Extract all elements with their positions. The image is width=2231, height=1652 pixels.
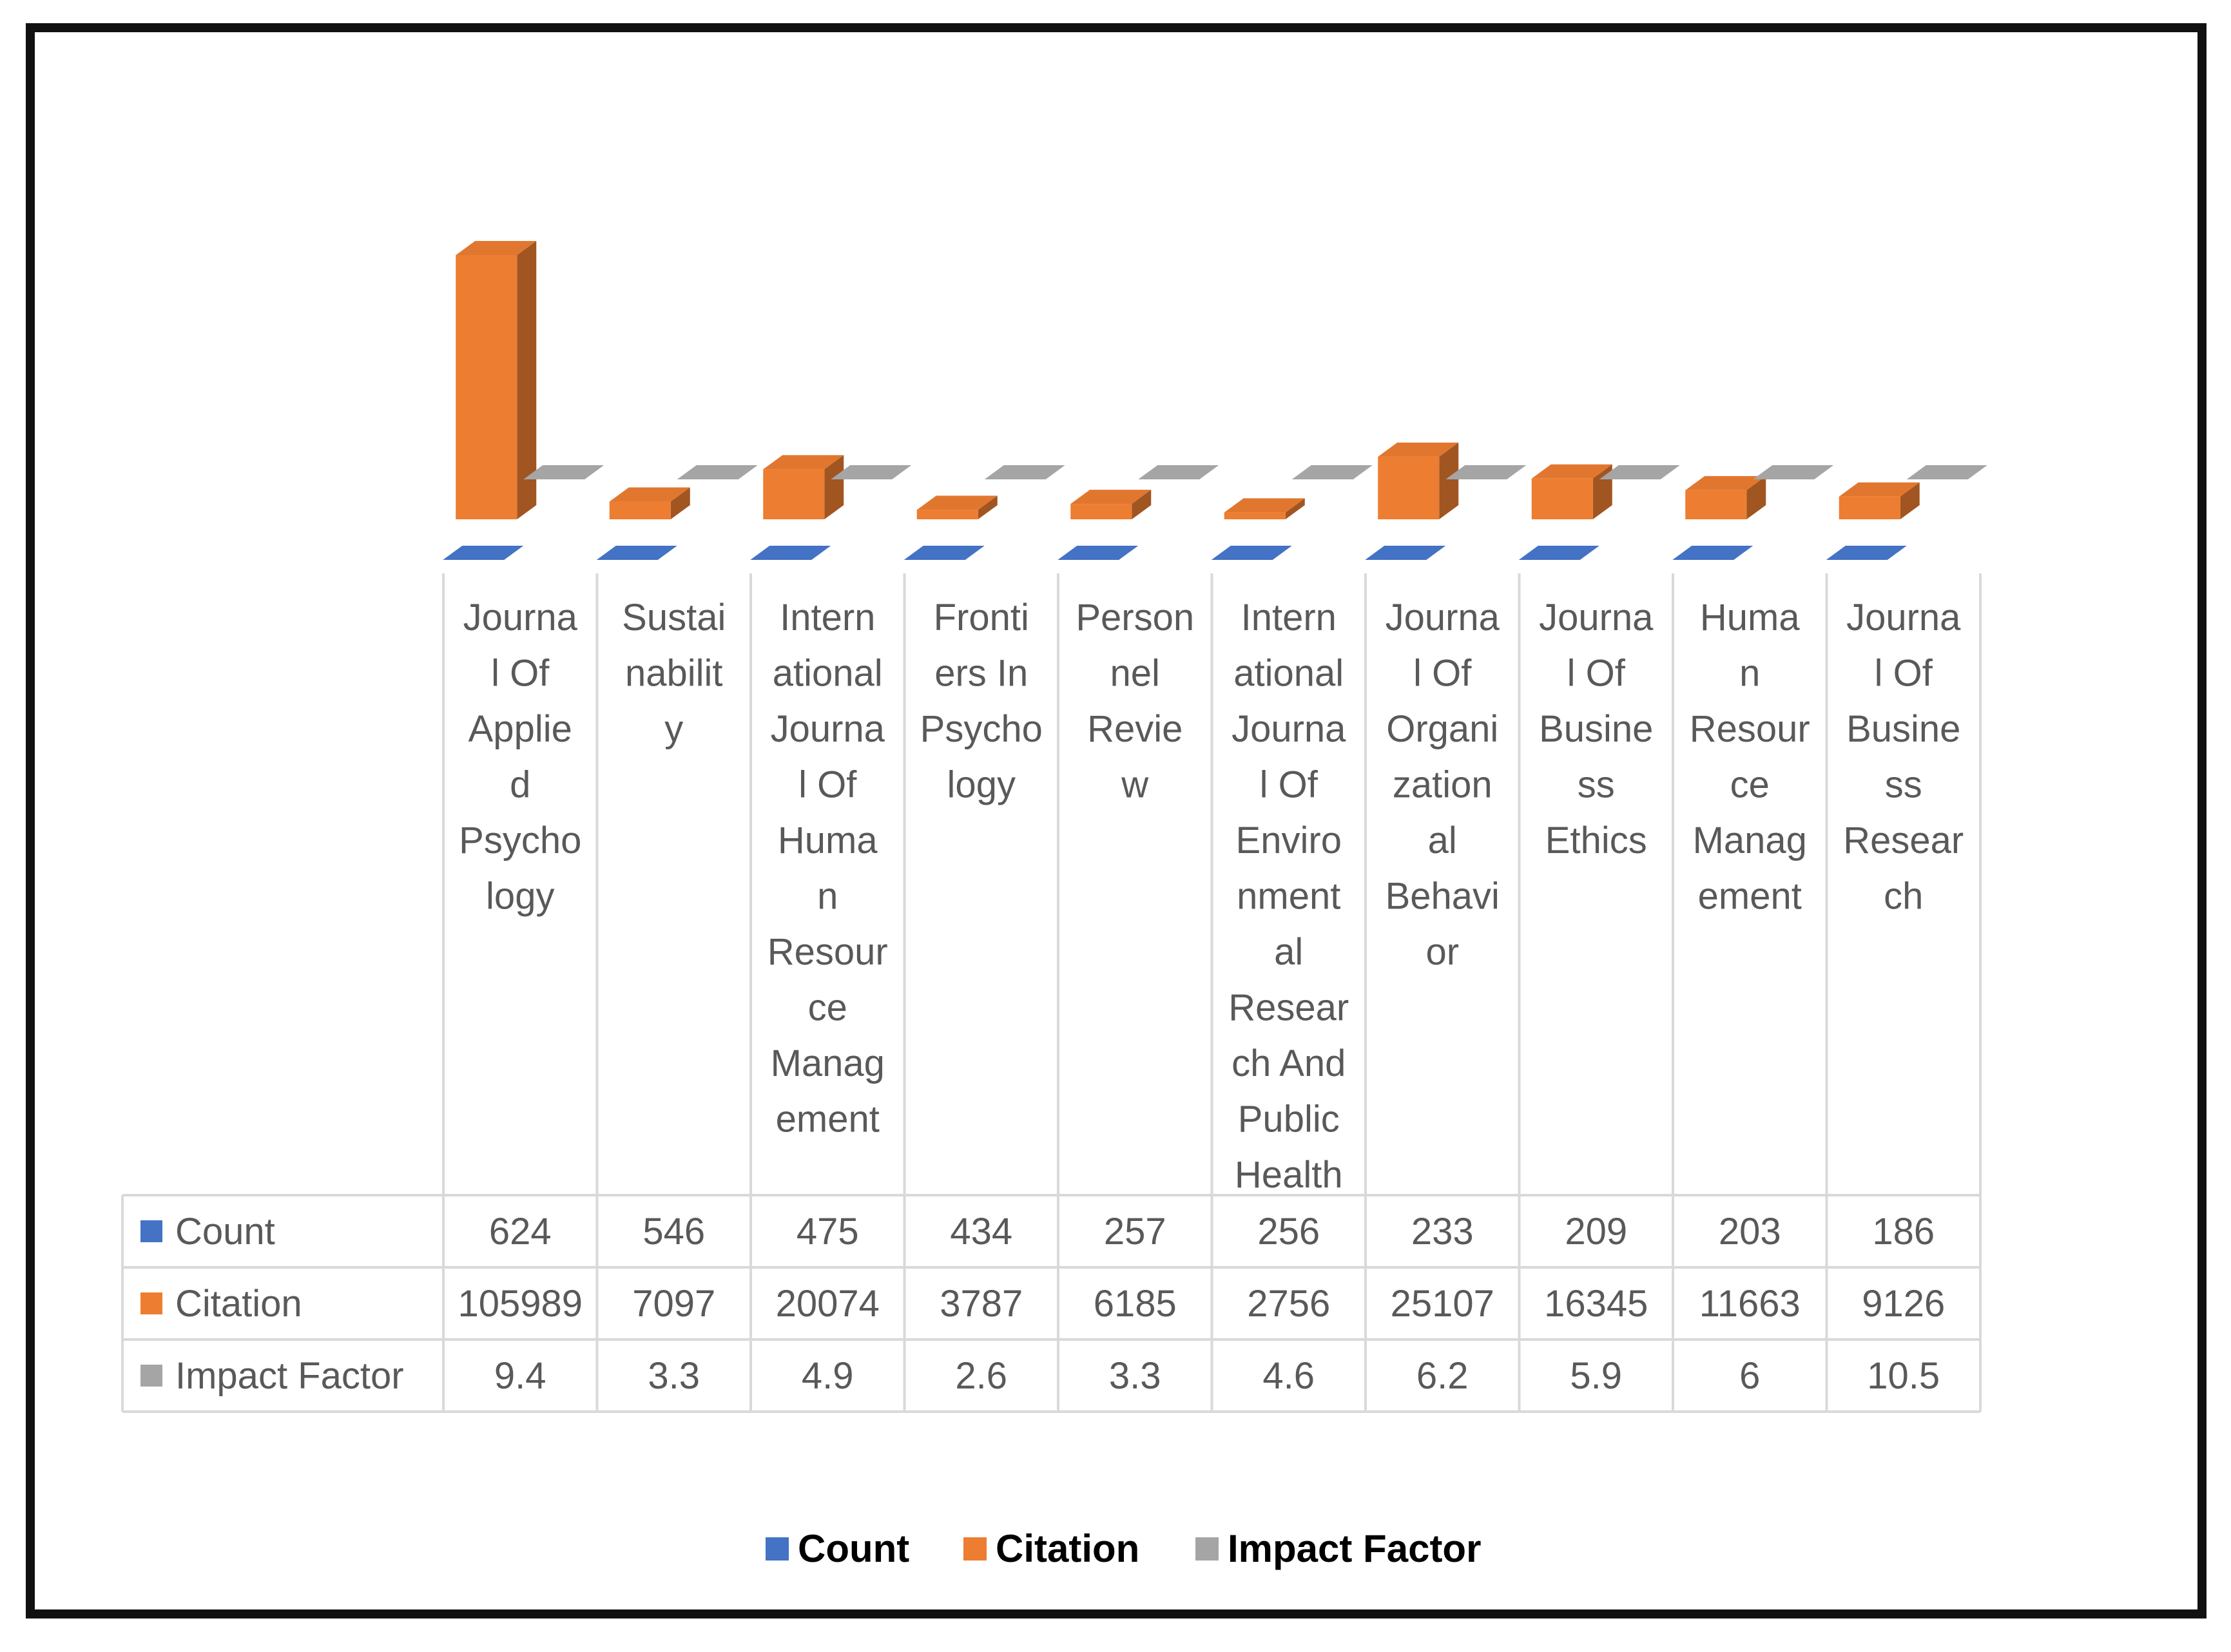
count-bar: [1672, 546, 1753, 560]
citation-bar: [609, 487, 690, 519]
category-label: Journa l Of Busine ss Ethics: [1539, 597, 1654, 861]
series-key: [140, 1292, 162, 1314]
count-bar: [596, 546, 677, 560]
table-cell-value: 256: [1257, 1211, 1320, 1253]
table-cell-value: 6: [1739, 1355, 1760, 1397]
legend-label: Impact Factor: [1228, 1527, 1481, 1570]
citation-bar: [1839, 482, 1920, 519]
category-label: Sustai nabilit y: [622, 597, 726, 750]
table-cell-value: 186: [1872, 1211, 1935, 1253]
citation-bar: [1070, 490, 1152, 519]
table-cell-value: 209: [1565, 1211, 1627, 1253]
count-bar: [1518, 546, 1599, 560]
count-bar: [1826, 546, 1907, 560]
impact-factor-bar: [1906, 465, 1987, 479]
table-cell-value: 4.9: [802, 1355, 854, 1397]
impact-factor-bar: [1753, 465, 1834, 479]
table-cell-value: 5.9: [1570, 1355, 1622, 1397]
bars-layer: [443, 241, 1987, 560]
impact-factor-bar: [984, 465, 1065, 479]
count-bar: [443, 546, 524, 560]
series-key: [140, 1365, 162, 1387]
impact-factor-bar: [523, 465, 604, 479]
count-bar: [750, 546, 831, 560]
category-label: Person nel Revie w: [1076, 597, 1194, 806]
table-cell-value: 4.6: [1262, 1355, 1315, 1397]
table-cell-value: 2756: [1247, 1283, 1330, 1325]
table-cell-value: 25107: [1391, 1283, 1494, 1325]
legend: Count Citation Impact Factor: [766, 1527, 1481, 1570]
impact-factor-bar: [1138, 465, 1219, 479]
category-label: Intern ational Journa l Of Huma n Resour ce Mana…: [768, 597, 888, 1140]
citation-bar: [916, 495, 998, 519]
table-cell-value: 3.3: [1109, 1355, 1161, 1397]
series-row-label: Impact Factor: [175, 1355, 404, 1397]
series-key: [140, 1220, 162, 1242]
series-row-label: Citation: [175, 1283, 302, 1325]
legend-swatch: [1195, 1537, 1219, 1561]
citation-bar: [1685, 475, 1766, 519]
citation-bar: [1224, 498, 1305, 519]
table-cell-value: 20074: [776, 1283, 880, 1325]
legend-label: Count: [798, 1527, 909, 1570]
category-label: Fronti ers In Psycho logy: [920, 597, 1043, 806]
table-cell-value: 3787: [940, 1283, 1023, 1325]
table-cell-value: 2.6: [955, 1355, 1007, 1397]
table-cell-value: 203: [1719, 1211, 1781, 1253]
impact-factor-bar: [1445, 465, 1527, 479]
table-cell-value: 16345: [1544, 1283, 1648, 1325]
table-cell-value: 475: [797, 1211, 859, 1253]
legend-swatch: [766, 1537, 789, 1561]
table-cell-value: 7097: [632, 1283, 715, 1325]
table-cell-value: 434: [950, 1211, 1012, 1253]
legend-label: Citation: [996, 1527, 1139, 1570]
table-cell-value: 546: [642, 1211, 705, 1253]
impact-factor-bar: [1599, 465, 1680, 479]
category-label: Journa l Of Busine ss Resear ch: [1843, 597, 1964, 917]
count-bar: [1211, 546, 1292, 560]
category-label: Huma n Resour ce Manag ement: [1690, 597, 1810, 917]
table-cell-value: 624: [489, 1211, 552, 1253]
chart-frame: [26, 23, 2207, 1618]
data-table: Journa l Of Applie d Psycho logy Sustai nabilit…: [121, 573, 1982, 1413]
table-cell-value: 10.5: [1867, 1355, 1940, 1397]
citation-bar: [1378, 442, 1459, 519]
count-bar: [1365, 546, 1446, 560]
table-cell-value: 105989: [458, 1283, 583, 1325]
category-label: Intern ational Journa l Of Enviro nment al Rese…: [1228, 597, 1349, 1196]
legend-swatch: [963, 1537, 987, 1561]
citation-bar: [1531, 464, 1612, 519]
table-cell-value: 233: [1411, 1211, 1474, 1253]
table-cell-value: 11663: [1699, 1283, 1801, 1325]
table-cell-value: 6.2: [1416, 1355, 1469, 1397]
series-row-label: Count: [175, 1211, 275, 1253]
category-label: Journa l Of Organi zation al Behavi or: [1386, 597, 1500, 973]
count-bar: [903, 546, 985, 560]
table-cell-value: 6185: [1094, 1283, 1177, 1325]
impact-factor-bar: [1291, 465, 1373, 479]
table-cell-value: 9126: [1862, 1283, 1945, 1325]
table-cell-value: 3.3: [648, 1355, 700, 1397]
count-bar: [1058, 546, 1139, 560]
citation-bar: [763, 455, 844, 519]
table-cell-value: 9.4: [494, 1355, 546, 1397]
citation-bar: [456, 241, 537, 519]
table-cell-value: 257: [1104, 1211, 1166, 1253]
impact-factor-bar: [831, 465, 912, 479]
impact-factor-bar: [677, 465, 758, 479]
category-label: Journa l Of Applie d Psycho logy: [459, 597, 581, 917]
